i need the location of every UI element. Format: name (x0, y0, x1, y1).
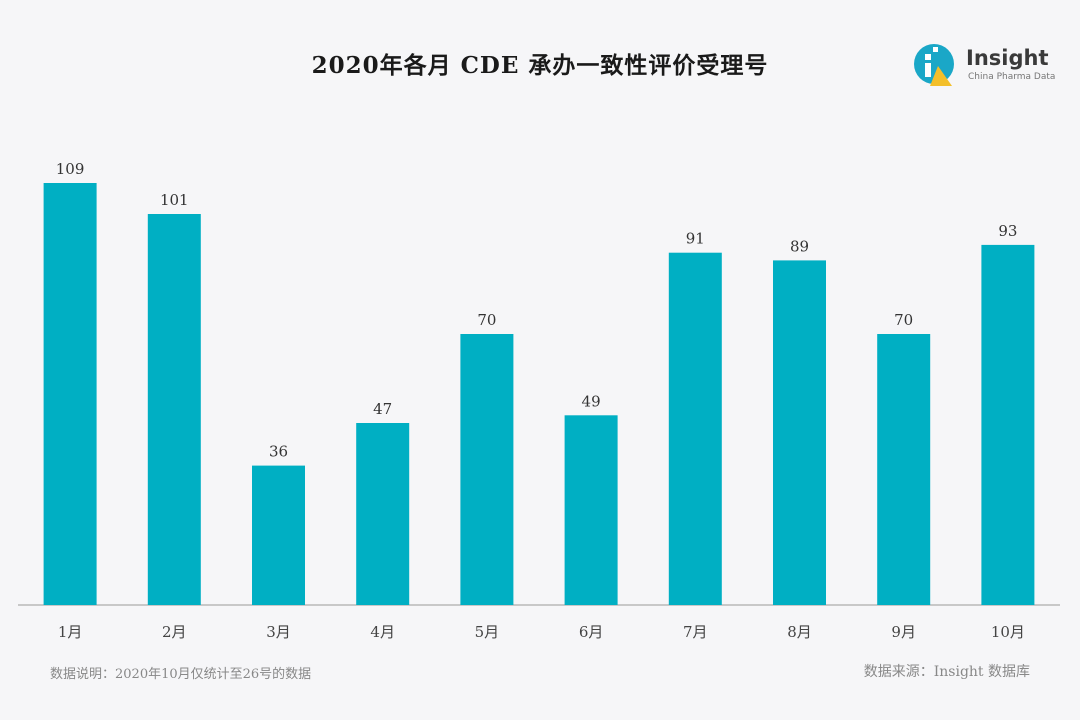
data-label-10: 93 (998, 222, 1017, 240)
bar-5 (460, 334, 514, 605)
bar-4 (356, 423, 410, 605)
data-label-4: 47 (373, 400, 392, 418)
data-label-5: 70 (477, 311, 496, 329)
bar-9 (877, 334, 931, 605)
bar-2 (147, 214, 201, 605)
x-tick-label-8: 8月 (787, 623, 812, 641)
chart-title: 2020年各月 CDE 承办一致性评价受理号 (311, 52, 769, 79)
brand-tagline: China Pharma Data (968, 72, 1056, 82)
x-tick-label-9: 9月 (891, 623, 916, 641)
insight-logo: Insight China Pharma Data (912, 42, 1062, 88)
x-tick-label-4: 4月 (370, 623, 395, 641)
bar-8 (773, 260, 826, 605)
data-label-2: 101 (160, 191, 189, 209)
data-label-9: 70 (894, 311, 913, 329)
bar-6 (564, 415, 618, 605)
data-source: 数据来源：Insight 数据库 (863, 664, 1030, 680)
x-tick-label-2: 2月 (162, 623, 187, 641)
x-tick-label-10: 10月 (991, 623, 1025, 641)
brand-name: Insight (966, 46, 1049, 70)
x-tick-label-3: 3月 (266, 623, 291, 641)
bar-1 (43, 183, 97, 605)
data-label-6: 49 (582, 392, 601, 410)
x-tick-label-6: 6月 (579, 623, 604, 641)
x-tick-label-7: 7月 (683, 623, 708, 641)
x-tick-label-1: 1月 (58, 623, 83, 641)
insight-logo-icon (914, 44, 954, 86)
data-note: 数据说明：2020年10月仅统计至26号的数据 (50, 667, 312, 682)
bar-3 (252, 465, 305, 605)
data-label-8: 89 (790, 237, 809, 255)
bar-10 (981, 244, 1035, 605)
data-label-3: 36 (269, 443, 288, 461)
bar-7 (668, 252, 722, 605)
x-tick-label-5: 5月 (475, 623, 500, 641)
data-label-1: 109 (56, 160, 85, 178)
data-label-7: 91 (686, 230, 705, 248)
